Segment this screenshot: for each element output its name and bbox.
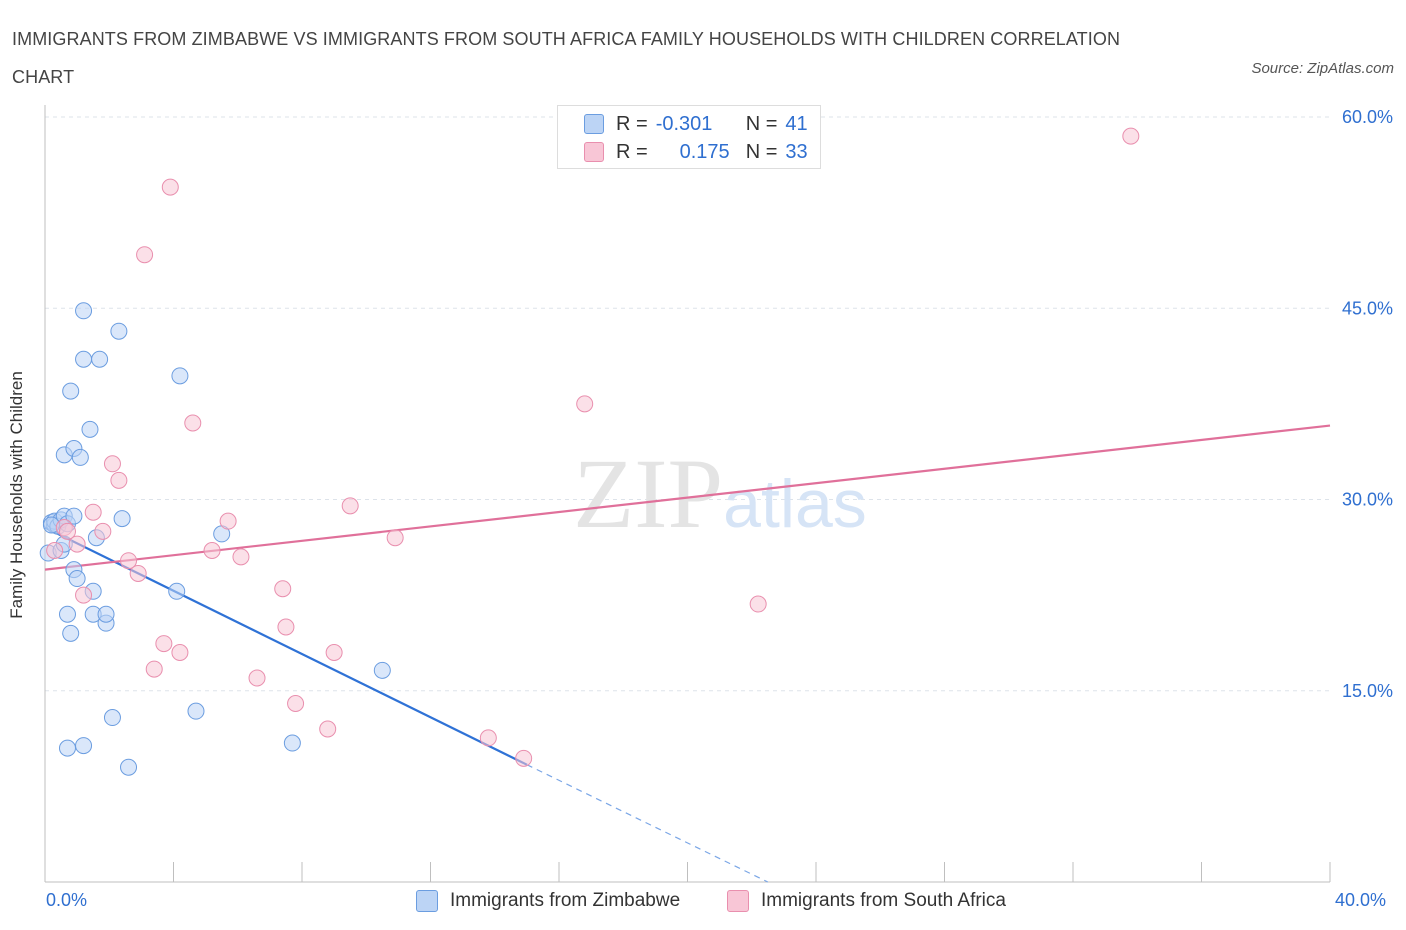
point-zimbabwe xyxy=(58,605,76,623)
y-tick-label: 30.0% xyxy=(1342,490,1393,510)
point-zimbabwe xyxy=(97,605,115,623)
point-south-africa xyxy=(103,455,121,473)
trend-line-south-africa xyxy=(44,424,1331,571)
point-zimbabwe xyxy=(168,582,186,600)
point-south-africa xyxy=(184,414,202,432)
point-south-africa xyxy=(1122,127,1140,145)
x-tick-label-min: 0.0% xyxy=(46,890,88,910)
legend-row-south-africa: R = 0.175 N = 33 xyxy=(584,139,808,165)
point-zimbabwe xyxy=(75,737,93,755)
y-tick-label: 60.0% xyxy=(1342,107,1393,127)
point-zimbabwe xyxy=(171,367,189,385)
point-south-africa xyxy=(341,497,359,515)
legend-n-label: N = xyxy=(745,140,778,163)
point-south-africa xyxy=(155,635,173,653)
series-legend-label: Immigrants from Zimbabwe xyxy=(450,890,681,911)
point-south-africa xyxy=(274,580,292,598)
point-zimbabwe xyxy=(58,739,76,757)
point-zimbabwe xyxy=(110,322,128,340)
x-tick-label-max: 40.0% xyxy=(1335,890,1387,910)
point-south-africa xyxy=(479,729,497,747)
legend-n-value: 33 xyxy=(785,140,808,163)
watermark: ZIPatlas xyxy=(573,438,867,549)
point-zimbabwe xyxy=(103,709,121,727)
point-south-africa xyxy=(287,695,305,712)
trend-line-zimbabwe xyxy=(44,526,528,766)
y-axis-label: Family Households with Children xyxy=(7,371,26,619)
point-zimbabwe xyxy=(62,624,80,642)
legend-r-value: 0.175 xyxy=(679,140,730,163)
data-points xyxy=(39,127,1140,776)
point-zimbabwe xyxy=(81,420,99,438)
point-south-africa xyxy=(325,644,343,661)
point-zimbabwe xyxy=(120,758,138,776)
legend-n-value: 41 xyxy=(785,112,808,135)
legend-swatch-zimbabwe xyxy=(584,114,604,134)
series-legend-zimbabwe: Immigrants from Zimbabwe xyxy=(416,890,680,912)
point-south-africa xyxy=(277,618,295,636)
point-south-africa xyxy=(129,564,147,582)
legend-r-label: R = xyxy=(616,112,648,135)
point-zimbabwe xyxy=(65,507,83,525)
point-zimbabwe xyxy=(113,510,131,528)
point-south-africa xyxy=(576,395,594,413)
point-south-africa xyxy=(120,552,138,570)
series-legend-label: Immigrants from South Africa xyxy=(761,890,1006,911)
y-tick-label: 15.0% xyxy=(1342,681,1393,701)
watermark-zip: ZIP xyxy=(573,438,723,549)
point-south-africa xyxy=(46,542,64,559)
point-zimbabwe xyxy=(75,302,93,320)
y-tick-labels: 15.0% 30.0% 45.0% 60.0% xyxy=(1342,107,1393,701)
point-zimbabwe xyxy=(373,661,391,679)
axes xyxy=(44,105,1331,883)
point-south-africa xyxy=(386,529,404,547)
legend-r-value: -0.301 xyxy=(655,112,713,135)
legend-row-zimbabwe: R = -0.301 N = 41 xyxy=(584,111,808,137)
watermark-atlas: atlas xyxy=(723,466,867,542)
point-south-africa xyxy=(110,471,128,489)
point-zimbabwe xyxy=(75,350,93,368)
point-south-africa xyxy=(161,178,179,196)
series-swatch-zimbabwe xyxy=(416,890,438,912)
point-zimbabwe xyxy=(187,702,205,720)
point-south-africa xyxy=(84,503,102,521)
point-south-africa xyxy=(136,246,154,264)
point-zimbabwe xyxy=(91,350,109,368)
point-south-africa xyxy=(58,522,76,540)
point-south-africa xyxy=(94,522,112,540)
series-legend-south-africa: Immigrants from South Africa xyxy=(727,890,1006,912)
point-south-africa xyxy=(248,669,266,687)
grid-lines xyxy=(45,116,1330,692)
trend-line-zimbabwe-extension xyxy=(526,764,769,883)
y-tick-label: 45.0% xyxy=(1342,298,1393,318)
source-label: Source: ZipAtlas.com xyxy=(1251,60,1394,77)
series-swatch-south-africa xyxy=(727,890,749,912)
point-zimbabwe xyxy=(62,382,80,400)
point-zimbabwe xyxy=(68,570,86,588)
correlation-legend: R = -0.301 N = 41 R = 0.175 N = 33 xyxy=(557,105,821,169)
point-south-africa xyxy=(232,548,250,566)
point-south-africa xyxy=(203,542,221,559)
point-south-africa xyxy=(171,644,189,661)
legend-n-label: N = xyxy=(745,112,778,135)
point-south-africa xyxy=(75,586,93,604)
point-south-africa xyxy=(145,660,163,678)
point-south-africa xyxy=(319,720,337,738)
chart-title: IMMIGRANTS FROM ZIMBABWE VS IMMIGRANTS F… xyxy=(12,29,1121,87)
point-south-africa xyxy=(515,749,533,767)
point-south-africa xyxy=(68,535,86,553)
point-south-africa xyxy=(219,512,237,530)
legend-swatch-south-africa xyxy=(584,142,604,162)
point-south-africa xyxy=(749,595,767,613)
legend-r-label: R = xyxy=(616,140,648,163)
point-zimbabwe xyxy=(71,448,89,466)
point-zimbabwe xyxy=(283,734,301,752)
